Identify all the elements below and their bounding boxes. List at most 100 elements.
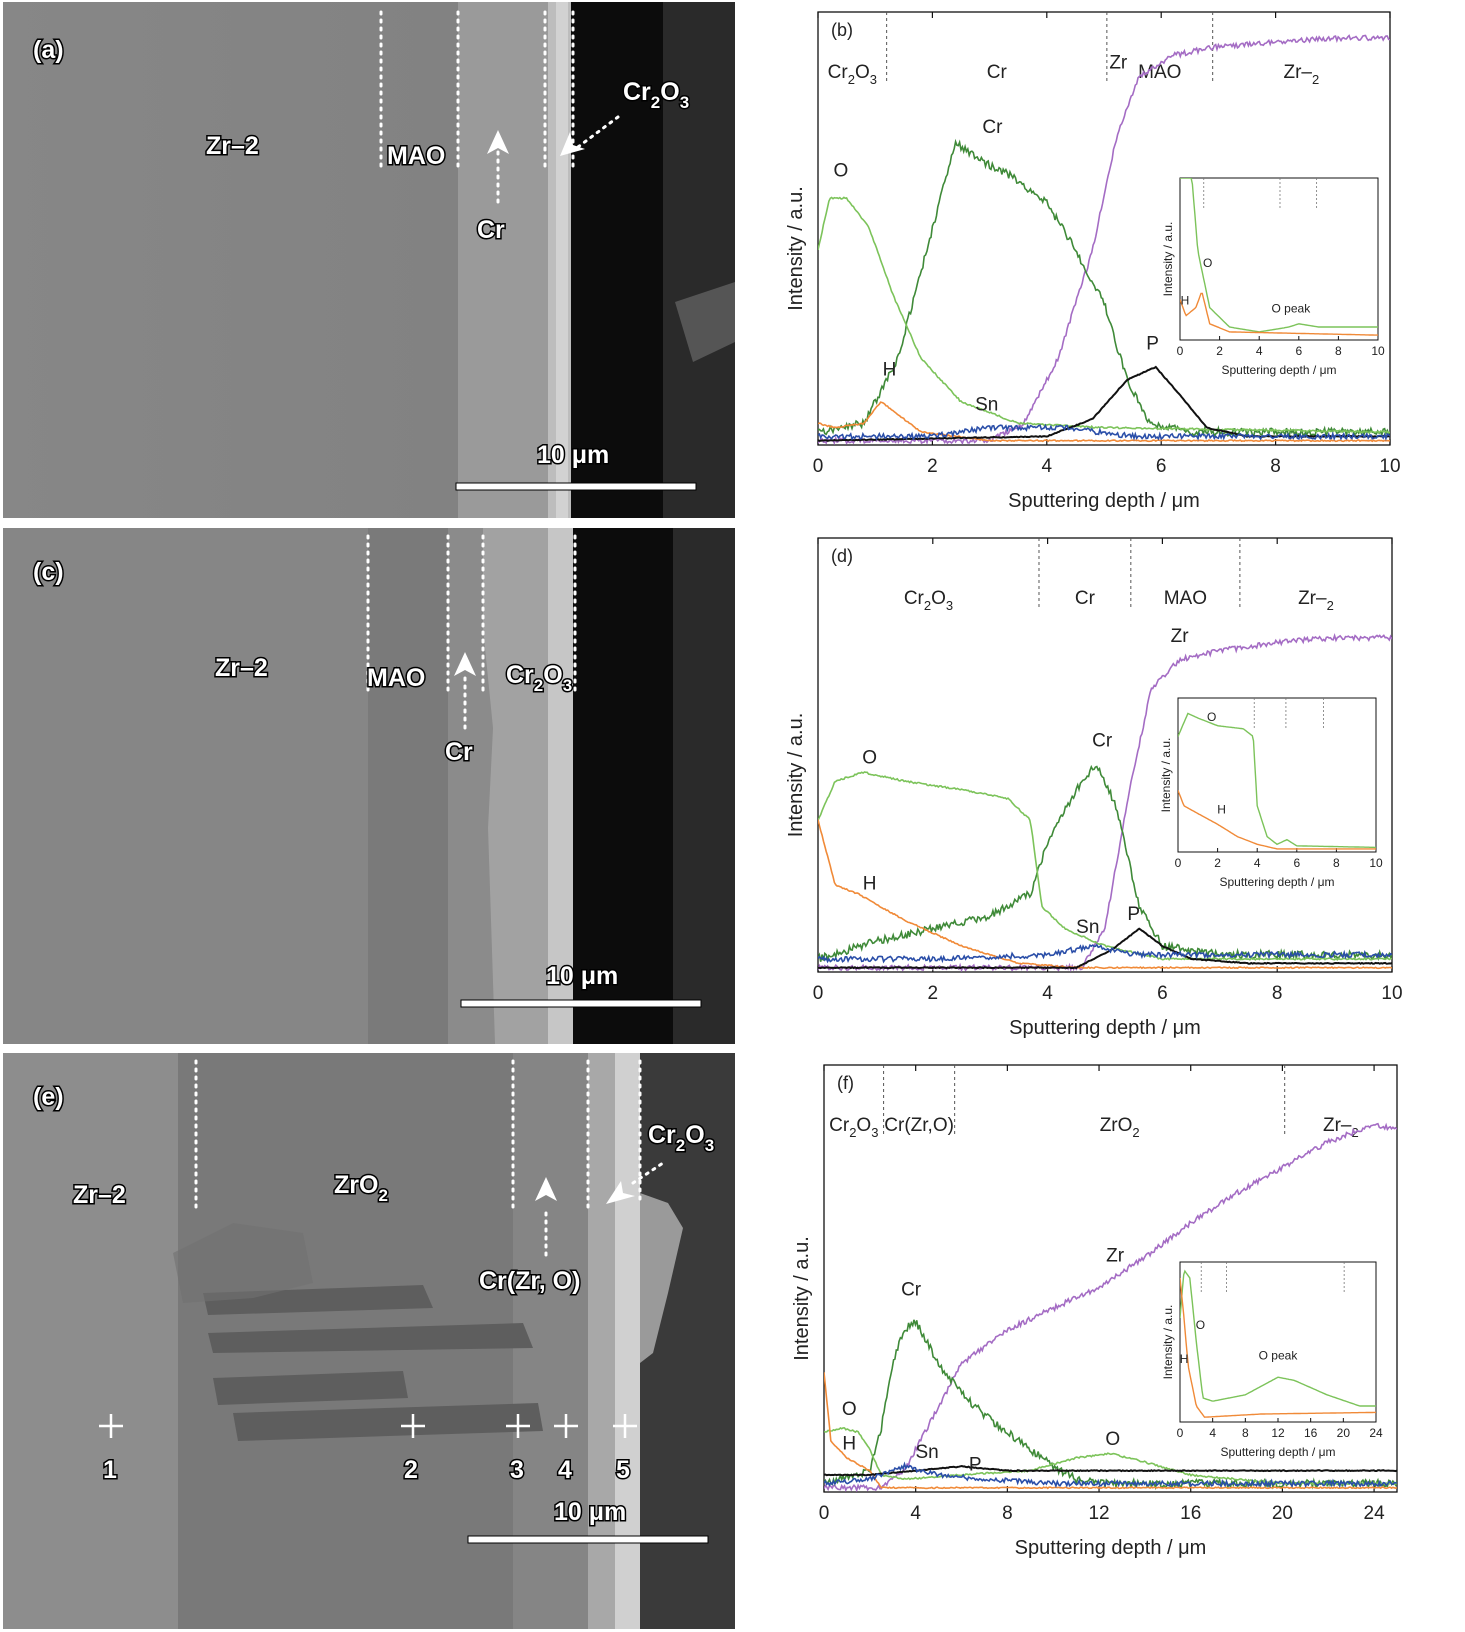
inset-x-tick-label: 0 [1175, 856, 1182, 870]
inset-x-tick-label: 2 [1214, 856, 1221, 870]
inset-x-tick-label: 4 [1254, 856, 1261, 870]
point-label-3: 3 [510, 1456, 524, 1484]
inset-x-axis-label: Sputtering depth / μm [1221, 1445, 1336, 1459]
inset-series-line-o [1180, 178, 1378, 333]
inset-label: O [1196, 1318, 1205, 1332]
inset-label: O peak [1272, 301, 1312, 315]
x-tick-label: 16 [1180, 1503, 1201, 1524]
x-tick-label: 24 [1364, 1503, 1386, 1524]
region-label: Zr–2 [1323, 1115, 1359, 1140]
plot-frame [817, 537, 1393, 973]
y-axis-label: Intensity / a.u. [791, 1236, 813, 1361]
inset: 0 4 8 12 16 20 24 Sputtering depth / μm Intensit… [1161, 1261, 1383, 1459]
point-label-1: 1 [103, 1456, 117, 1484]
x-tick-label: 20 [1272, 1503, 1293, 1524]
inset-x-tick-label: 6 [1293, 856, 1300, 870]
inset-frame [1179, 177, 1379, 341]
x-axis-label: Sputtering depth / μm [1008, 490, 1200, 512]
series-line-sn [818, 943, 1392, 964]
region-label: Cr [987, 62, 1008, 83]
region-label: ZrO2 [1100, 1115, 1140, 1140]
region-label: Cr2O3 [829, 1115, 878, 1140]
inset-label: O [1203, 256, 1212, 270]
x-tick-label: 4 [1042, 456, 1053, 477]
series-line-p [818, 365, 1390, 442]
label-cr-a: Cr [477, 216, 505, 244]
peak-label: H [863, 874, 877, 895]
panel-letter: (b) [831, 20, 853, 40]
series-line-o [818, 771, 1392, 961]
label-zr2-c: Zr–2 [215, 654, 268, 682]
peak-label: H [883, 360, 897, 381]
inset-x-tick-label: 24 [1369, 1426, 1383, 1440]
x-tick-label: 10 [1379, 456, 1400, 477]
label-zr2-e: Zr–2 [73, 1181, 126, 1209]
inset-x-tick-label: 8 [1242, 1426, 1249, 1440]
inset: 0 2 4 6 8 10 Sputtering depth / μm Intensity / … [1161, 177, 1385, 377]
y-axis-label: Intensity / a.u. [785, 186, 807, 311]
inset-x-tick-label: 4 [1256, 344, 1263, 358]
inset-x-tick-label: 8 [1333, 856, 1340, 870]
x-tick-label: 10 [1381, 983, 1402, 1004]
label-crzro-e: Cr(Zr, O) [479, 1267, 580, 1295]
x-tick-label: 8 [1272, 983, 1283, 1004]
inset-label: H [1180, 1352, 1189, 1366]
point-label-4: 4 [558, 1456, 572, 1484]
inset-x-tick-label: 0 [1177, 1426, 1184, 1440]
inset-series-line-h [1180, 292, 1378, 336]
scale-bar-label-c: 10 μm [546, 962, 618, 990]
scale-bar-label-e: 10 μm [554, 1498, 626, 1526]
peak-label: Cr [982, 117, 1003, 138]
label-mao-a: MAO [387, 142, 445, 170]
x-tick-label: 4 [1042, 983, 1053, 1004]
panel-letter: (d) [831, 546, 853, 566]
inset-label: O [1207, 710, 1216, 724]
x-tick-label: 8 [1270, 456, 1281, 477]
inset-x-tick-label: 16 [1304, 1426, 1318, 1440]
panel-letter-c: (c) [33, 558, 64, 586]
inset: 0 2 4 6 8 10 Sputtering depth / μm Intensity / … [1159, 697, 1383, 889]
sem-image-a: (a) Zr–2 MAO Cr Cr2O3 10 μm [3, 2, 735, 518]
plot-frame [817, 11, 1391, 446]
region-label: Zr–2 [1298, 588, 1334, 613]
series-line-sn [818, 423, 1390, 442]
peak-label: Zr [1171, 626, 1190, 647]
series-line-p [818, 927, 1392, 970]
series-line-p [824, 1464, 1397, 1477]
scale-bar-label-a: 10 μm [537, 441, 609, 469]
peak-label: Zr [1106, 1245, 1125, 1266]
inset-frame [1179, 1261, 1377, 1423]
x-tick-label: 0 [813, 983, 824, 1004]
inset-x-tick-label: 20 [1337, 1426, 1351, 1440]
inset-x-tick-label: 8 [1335, 344, 1342, 358]
inset-label: O peak [1259, 1349, 1299, 1363]
peak-label: Sn [1076, 917, 1099, 938]
y-axis-label: Intensity / a.u. [785, 713, 807, 838]
inset-y-axis-label: Intensity / a.u. [1159, 738, 1173, 813]
inset-series-line-h [1180, 1277, 1376, 1418]
x-tick-label: 8 [1002, 1503, 1013, 1524]
label-mao-c: MAO [367, 664, 425, 692]
peak-label: P [1127, 904, 1140, 925]
point-label-2: 2 [404, 1456, 418, 1484]
plot-frame [823, 1064, 1398, 1493]
peak-label: O [1105, 1429, 1120, 1450]
sem-image-c: (c) Zr–2 MAO Cr Cr2O3 10 μm [3, 528, 735, 1044]
peak-label: Sn [916, 1442, 939, 1463]
peak-label: H [842, 1433, 856, 1454]
depth-profile-b: Cr2O3 Cr MAO Zr–2 (b) 0 2 4 6 8 10 Sputtering depth… [760, 0, 1465, 530]
sem-image-e: (e) Zr–2 ZrO2 Cr(Zr, O) Cr2O3 1 2 3 4 5 … [3, 1053, 735, 1629]
region-label: Cr [1075, 588, 1096, 609]
region-label: MAO [1138, 62, 1181, 83]
series-line-h [818, 819, 1392, 970]
series-line-zr [824, 1122, 1397, 1492]
inset-x-axis-label: Sputtering depth / μm [1222, 363, 1337, 377]
x-tick-label: 6 [1157, 983, 1168, 1004]
region-label: Cr2O3 [904, 588, 953, 613]
inset-x-tick-label: 10 [1371, 344, 1385, 358]
depth-profile-f: Cr2O3 Cr(Zr,O) ZrO2 Zr–2 (f) 0 4 8 12 16 20 24 Sputt… [760, 1060, 1465, 1632]
point-label-5: 5 [616, 1456, 630, 1484]
x-axis-label: Sputtering depth / μm [1015, 1537, 1207, 1559]
inset-label: H [1181, 293, 1190, 307]
inset-y-axis-label: Intensity / a.u. [1161, 222, 1175, 297]
